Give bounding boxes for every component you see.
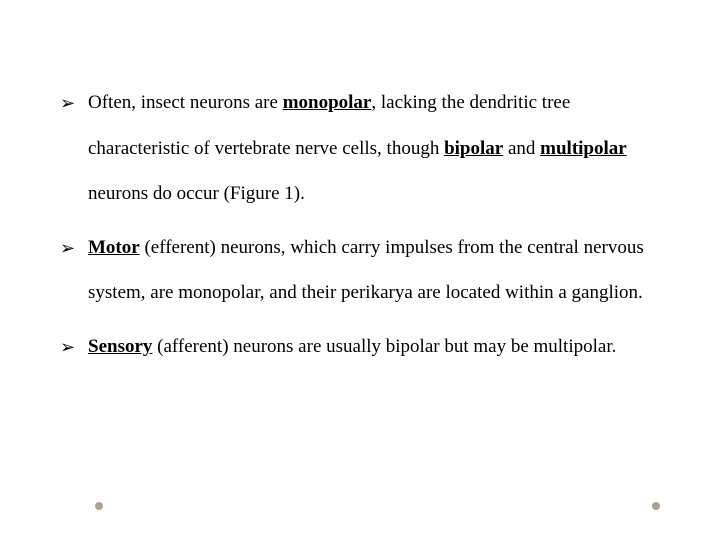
text-segment: monopolar xyxy=(283,92,372,113)
bullet-marker-icon: ➢ xyxy=(60,324,88,369)
bullet-text: Often, insect neurons are monopolar, lac… xyxy=(88,80,660,217)
text-segment: Sensory xyxy=(88,336,152,357)
bullet-marker-icon: ➢ xyxy=(60,80,88,125)
bullet-item: ➢ Sensory (afferent) neurons are usually… xyxy=(60,324,660,370)
text-segment: (efferent) neurons, which carry impulses… xyxy=(88,237,644,304)
text-segment: neurons do occur (Figure 1). xyxy=(88,183,305,204)
bullet-marker-icon: ➢ xyxy=(60,225,88,270)
bullet-item: ➢ Motor (efferent) neurons, which carry … xyxy=(60,225,660,316)
text-segment: and xyxy=(503,138,540,159)
slide-content: ➢ Often, insect neurons are monopolar, l… xyxy=(0,0,720,418)
bullet-item: ➢ Often, insect neurons are monopolar, l… xyxy=(60,80,660,217)
text-segment: (afferent) neurons are usually bipolar b… xyxy=(152,336,616,357)
bullet-text: Sensory (afferent) neurons are usually b… xyxy=(88,324,660,370)
text-segment: multipolar xyxy=(540,138,627,159)
bullet-text: Motor (efferent) neurons, which carry im… xyxy=(88,225,660,316)
text-segment: Motor xyxy=(88,237,140,258)
decorative-dot-icon xyxy=(95,502,103,510)
text-segment: Often, insect neurons are xyxy=(88,92,283,113)
text-segment: bipolar xyxy=(444,138,503,159)
decorative-dot-icon xyxy=(652,502,660,510)
